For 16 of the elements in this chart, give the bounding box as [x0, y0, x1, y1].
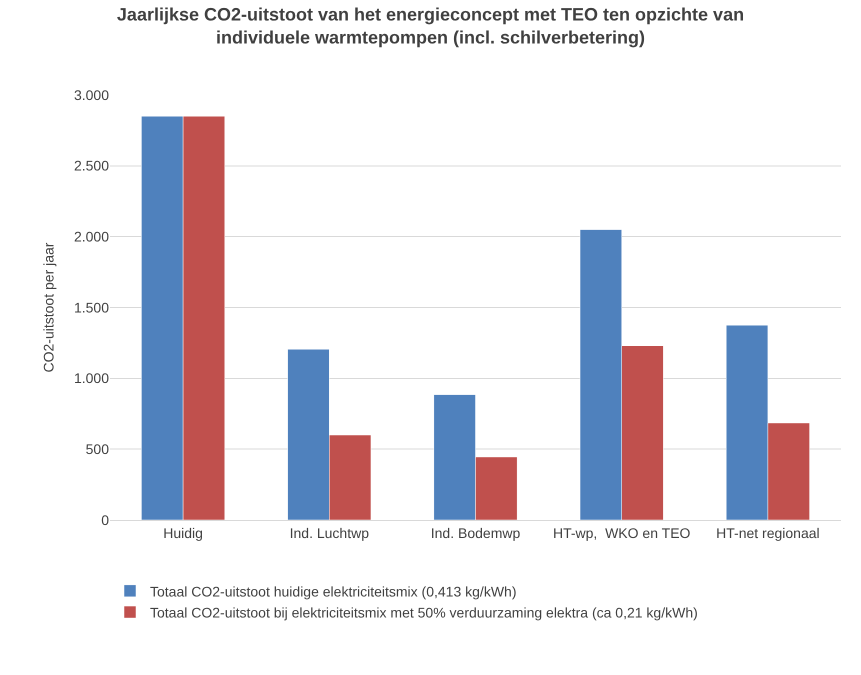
- y-tick-label: 2.000: [74, 228, 110, 245]
- x-tick-label: HT-net regionaal: [716, 524, 820, 541]
- x-tick-label: Ind. Luchtwp: [290, 524, 370, 541]
- x-tick-label: Huidig: [163, 524, 203, 541]
- y-tick-label: 1.000: [74, 370, 110, 386]
- y-tick-label: 3.000: [74, 86, 110, 103]
- chart-title: Jaarlijkse CO2-uitstoot van het energieconcept met TEO ten opzichte van individuele warmtepompen (incl. schilverbetering): [116, 4, 744, 48]
- x-tick-label: HT-wp, WKO en TEO: [552, 524, 691, 541]
- x-tick-label: Ind. Bodemwp: [430, 524, 520, 541]
- y-tick-label: 2.500: [74, 158, 110, 174]
- y-tick-label: 0: [101, 512, 110, 528]
- legend-label: Totaal CO2-uitstoot bij elektriciteitsmix met 50% verduurzaming elektra (ca 0,21 kg/kWh): [150, 604, 698, 621]
- y-axis-title: CO2-uitstoot per jaar: [40, 242, 57, 372]
- legend-label: Totaal CO2-uitstoot huidige elektriciteitsmix (0,413 kg/kWh): [150, 583, 516, 600]
- y-tick-label: 500: [86, 441, 110, 458]
- y-tick-label: 1.500: [74, 299, 110, 316]
